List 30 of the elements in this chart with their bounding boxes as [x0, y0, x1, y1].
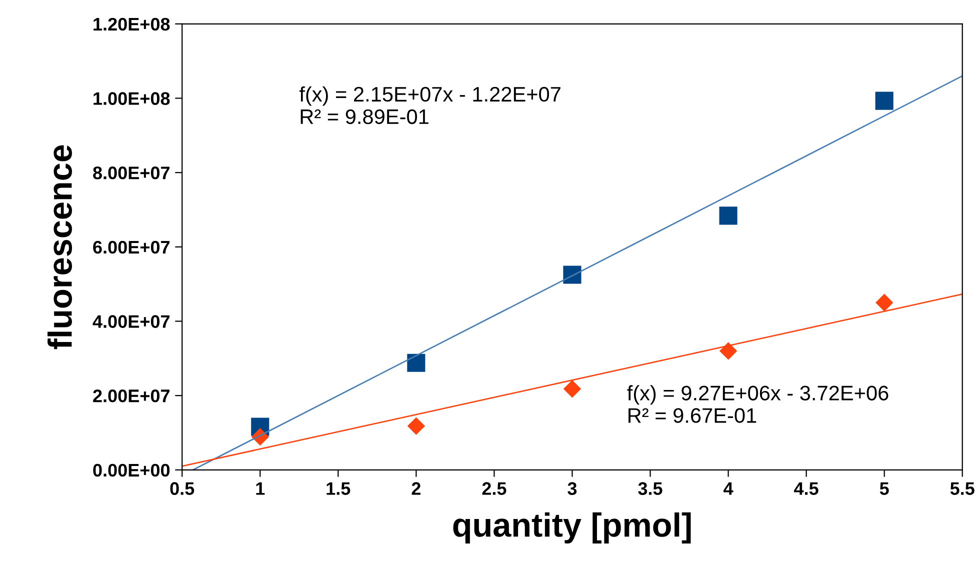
- y-axis-title: fluorescence: [48, 145, 72, 350]
- point: [564, 380, 581, 398]
- x-axis-title: quantity [pmol]: [453, 512, 691, 544]
- annotation: f(x) = 9.27E+06x - 3.72E+06 R² = 9.67E-01: [627, 385, 888, 423]
- x-tick-label: 4: [724, 482, 734, 495]
- x-tick-label: 3: [568, 482, 577, 495]
- annotation: f(x) = 2.15E+07x - 1.22E+07 R² = 9.89E-01: [299, 86, 560, 124]
- point: [563, 266, 582, 284]
- x-tick-label: 1.5: [326, 482, 350, 495]
- x-tick-label: 5.5: [950, 482, 974, 495]
- x-tick-label: 0.5: [170, 482, 194, 495]
- y-tick-label: 1.00E+08: [94, 92, 170, 105]
- x-tick-label: 2.5: [482, 482, 506, 495]
- point: [408, 417, 425, 435]
- y-tick-label: 8.00E+07: [93, 166, 170, 180]
- y-tick-label: 4.00E+07: [92, 315, 170, 328]
- point: [407, 354, 426, 372]
- x-tick-label: 5: [880, 482, 889, 495]
- point: [719, 206, 738, 225]
- y-tick-label: 2.00E+07: [93, 390, 170, 402]
- y-tick-label: 0.00E+00: [93, 464, 170, 477]
- point: [876, 294, 893, 312]
- x-tick-label: 3.5: [638, 482, 662, 495]
- x-tick-label: 2: [412, 482, 420, 495]
- x-tick-label: 1: [256, 482, 265, 495]
- point: [720, 342, 737, 360]
- y-tick-label: 1.20E+08: [94, 18, 170, 31]
- point: [875, 92, 894, 110]
- y-tick-label: 6.00E+07: [93, 240, 170, 254]
- x-tick-label: 4.5: [794, 482, 818, 495]
